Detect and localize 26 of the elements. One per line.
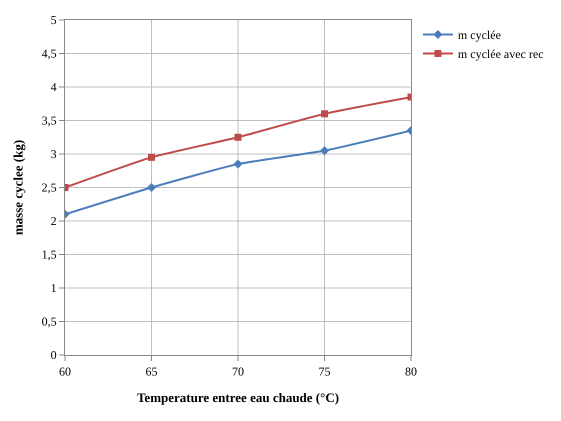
x-tick-label: 60 [59, 364, 71, 378]
x-tick-label: 80 [405, 364, 417, 378]
y-tick-label: 3 [50, 147, 57, 162]
y-tick-label: 1 [50, 281, 57, 296]
y-tick-label: 1,5 [42, 248, 57, 262]
x-tick-label: 65 [146, 364, 158, 378]
y-axis-title: masse cyclee (kg) [10, 140, 26, 236]
y-tick-label: 4,5 [42, 46, 57, 61]
x-tick-label: 70 [232, 364, 244, 378]
x-axis-title: Temperature entree eau chaude (°C) [136, 390, 340, 405]
y-tick-label: 0,5 [42, 314, 57, 329]
point [321, 110, 328, 118]
y-tick-label: 5 [50, 13, 57, 28]
y-tick-label: 0 [50, 348, 57, 362]
legend-label: m cyclée [458, 28, 501, 42]
point [234, 134, 242, 141]
y-tick-label: 3,5 [42, 114, 57, 128]
x-tick-label: 75 [318, 364, 330, 378]
legend-label: m cyclée avec rec [458, 47, 544, 62]
point [320, 146, 330, 156]
point [233, 160, 243, 169]
y-tick-label: 4 [50, 80, 57, 94]
point [148, 154, 155, 161]
y-tick-label: 2 [50, 214, 57, 228]
y-tick-label: 2,5 [42, 180, 57, 195]
point [146, 182, 156, 192]
